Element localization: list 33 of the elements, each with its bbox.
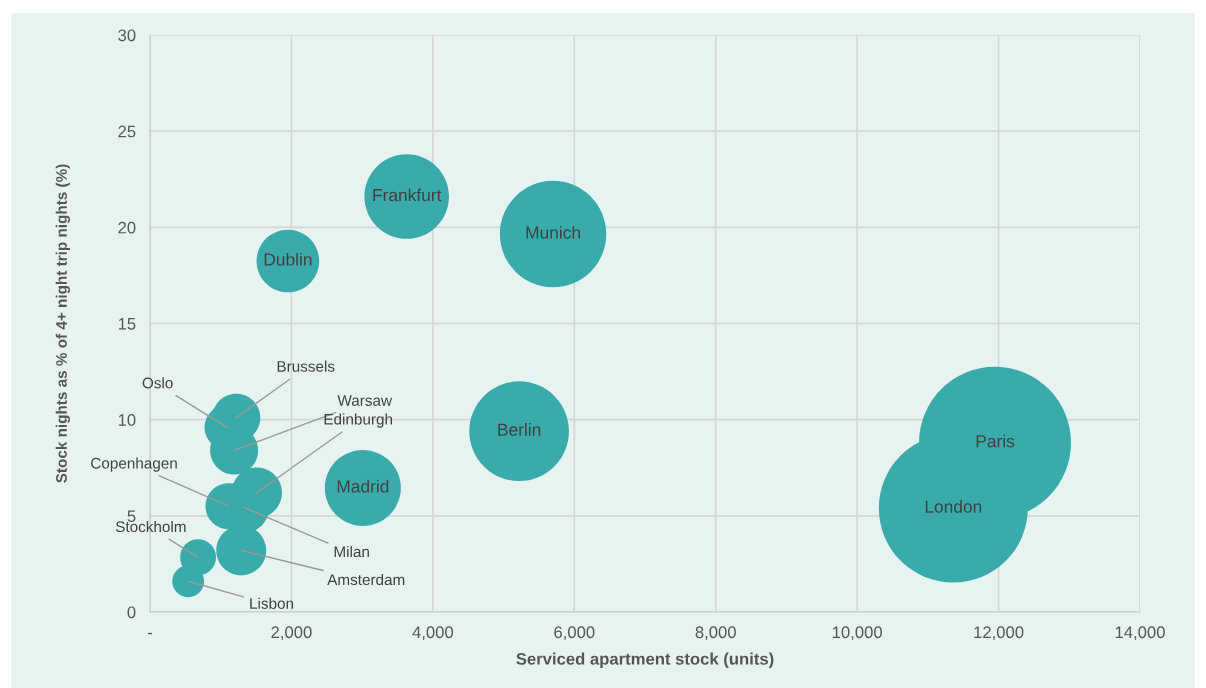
x-tick-label: 6,000	[554, 626, 595, 641]
y-tick-label: 25	[118, 125, 136, 138]
y-tick-label: 20	[118, 221, 136, 234]
annotation: Munich	[526, 225, 580, 239]
annotation: Warsaw	[337, 395, 393, 406]
x-tick-label: 4,000	[412, 626, 454, 641]
x-tick-label: 12,000	[974, 626, 1024, 641]
y-axis-title: Stock nights as % of 4+ night trip nights (%)	[55, 164, 70, 483]
y-tick-label: 5	[127, 510, 136, 523]
annotation: Amsterdam	[327, 573, 405, 586]
annotation: Milan	[334, 545, 369, 558]
x-tick-label: 8,000	[695, 626, 736, 641]
annotation: Lisbon	[250, 597, 294, 609]
x-axis-title: Serviced apartment stock (units)	[516, 652, 774, 669]
annotation: Copenhagen	[91, 457, 177, 472]
x-tick-label: 14,000	[1115, 626, 1165, 641]
annotation: Paris	[976, 434, 1015, 448]
annotation: Stockholm	[115, 520, 186, 533]
annotation: Brussels	[277, 360, 335, 372]
x-tick-label: 2,000	[271, 626, 312, 641]
y-tick-label: 0	[127, 606, 136, 619]
annotation: Edinburgh	[324, 413, 392, 428]
annotation: Oslo	[142, 377, 173, 389]
y-tick-label: 15	[118, 318, 136, 330]
x-tick-label: 10,000	[832, 626, 882, 641]
annotation: Dublin	[264, 252, 312, 266]
annotation: Madrid	[337, 479, 389, 493]
annotation: Berlin	[498, 423, 541, 436]
y-tick-label: 10	[118, 414, 136, 426]
annotation: London	[925, 500, 982, 513]
y-tick-label: 30	[118, 29, 136, 42]
annotation: Frankfurt	[373, 188, 442, 202]
x-tick-label: -	[147, 632, 153, 635]
